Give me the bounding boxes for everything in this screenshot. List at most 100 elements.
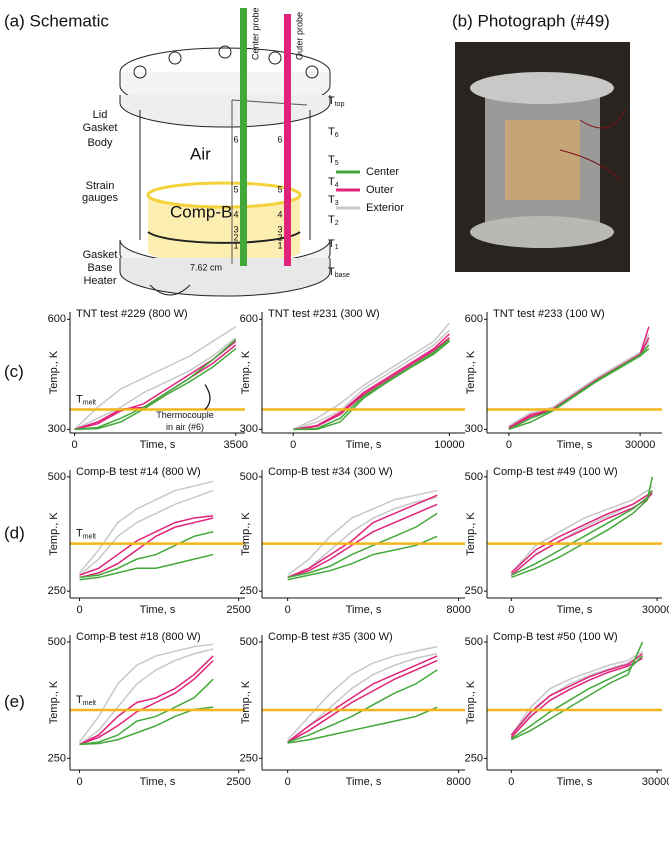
y-tick-label: 250 bbox=[240, 752, 258, 764]
series-line bbox=[74, 326, 237, 430]
series-line bbox=[287, 503, 438, 579]
chart: 250 500 0 8000 Time, s Temp., K Comp-B test #3… bbox=[240, 466, 471, 616]
series-line bbox=[79, 514, 214, 576]
legend-label: Exterior bbox=[366, 202, 404, 214]
y-tick-label: 250 bbox=[465, 585, 483, 597]
series-line bbox=[510, 490, 653, 576]
series-line bbox=[510, 485, 653, 574]
y-tick-label: 250 bbox=[48, 585, 66, 597]
series-line bbox=[78, 480, 214, 574]
y-tick-label: 300 bbox=[465, 423, 483, 435]
series-line bbox=[292, 322, 450, 431]
series-line bbox=[79, 489, 214, 576]
y-axis-label: Temp., K bbox=[465, 350, 477, 394]
probe-number: 3 bbox=[277, 224, 282, 234]
x-axis-label: Time, s bbox=[346, 439, 382, 451]
temp-label: T4 bbox=[328, 176, 339, 189]
x-axis-label: Time, s bbox=[140, 604, 176, 616]
center-probe-rod bbox=[240, 8, 247, 266]
center-probe-label: Center probe bbox=[250, 7, 260, 60]
y-tick-label: 500 bbox=[240, 471, 258, 483]
x-axis-label: Time, s bbox=[557, 439, 593, 451]
x-tick-label: 0 bbox=[76, 776, 82, 788]
x-tick-label: 8000 bbox=[446, 776, 470, 788]
part-label: Body bbox=[87, 137, 113, 149]
x-axis-label: Time, s bbox=[346, 776, 382, 788]
y-tick-label: 600 bbox=[48, 313, 66, 325]
row-label: (e) bbox=[4, 692, 25, 711]
temp-label-base: T bbox=[328, 266, 335, 278]
chart: Tmelt 300 600 0 3500 Time, s Temp., K TNT test … bbox=[48, 308, 248, 451]
probe-number: 5 bbox=[277, 184, 282, 194]
y-axis-label: Temp., K bbox=[465, 680, 477, 724]
series-line bbox=[511, 476, 654, 579]
x-tick-label: 0 bbox=[76, 604, 82, 616]
x-tick-label: 0 bbox=[285, 604, 291, 616]
x-tick-label: 30000 bbox=[642, 604, 669, 616]
temp-label-sub: 4 bbox=[335, 182, 339, 189]
chart: 300 600 0 30000 Time, s Temp., K TNT test #233… bbox=[465, 308, 662, 451]
melt-label-base: T bbox=[76, 528, 83, 540]
annotation: in air (#6) bbox=[166, 422, 204, 432]
chart: 300 600 0 10000 Time, s Temp., K TNT test #231… bbox=[240, 308, 465, 451]
row-label: (c) bbox=[4, 362, 24, 381]
y-axis-label: Temp., K bbox=[48, 680, 60, 724]
y-tick-label: 600 bbox=[240, 313, 258, 325]
x-axis-label: Time, s bbox=[140, 776, 176, 788]
chart: Tmelt 250 500 0 2500 Time, s Temp., K Comp-B te… bbox=[48, 466, 251, 616]
x-axis-label: Time, s bbox=[557, 604, 593, 616]
series-line bbox=[287, 645, 438, 741]
x-tick-label: 8000 bbox=[446, 604, 470, 616]
schematic bbox=[119, 45, 331, 297]
part-label: Lid bbox=[93, 109, 108, 121]
chart-title: Comp-B test #14 (800 W) bbox=[76, 466, 201, 478]
chart-title: TNT test #229 (800 W) bbox=[76, 308, 188, 320]
melt-label-sub: melt bbox=[83, 400, 96, 407]
temp-label-base: T bbox=[328, 154, 335, 166]
melt-label-sub: melt bbox=[83, 534, 96, 541]
series-line bbox=[79, 648, 214, 746]
probe-number: 3 bbox=[233, 224, 238, 234]
y-axis-label: Temp., K bbox=[240, 512, 252, 556]
probe-number: 2 bbox=[233, 232, 238, 242]
series-line bbox=[510, 492, 653, 576]
chart-title: TNT test #231 (300 W) bbox=[268, 308, 380, 320]
x-axis-label: Time, s bbox=[557, 776, 593, 788]
part-label: gauges bbox=[82, 192, 119, 204]
series-line bbox=[287, 706, 438, 744]
annotation-arrow bbox=[204, 384, 211, 410]
series-line bbox=[510, 490, 653, 576]
series-line bbox=[287, 512, 438, 579]
temp-label: T3 bbox=[328, 194, 339, 207]
series-line bbox=[293, 338, 450, 431]
x-tick-label: 2500 bbox=[226, 604, 250, 616]
fill-label: Comp-B bbox=[170, 202, 232, 221]
melt-label: Tmelt bbox=[76, 694, 96, 707]
temp-label-base: T bbox=[328, 238, 335, 250]
legend-label: Center bbox=[366, 166, 399, 178]
y-tick-label: 250 bbox=[48, 752, 66, 764]
temp-label: Tbase bbox=[328, 266, 350, 279]
series-line bbox=[510, 650, 643, 736]
chart: 250 500 0 30000 Time, s Temp., K Comp-B test #… bbox=[465, 631, 669, 788]
outer-probe-rod bbox=[284, 14, 291, 266]
series-line bbox=[74, 337, 237, 431]
series-line bbox=[508, 326, 650, 429]
chart: Tmelt 250 500 0 2500 Time, s Temp., K Comp-B te… bbox=[48, 631, 251, 788]
y-tick-label: 600 bbox=[465, 313, 483, 325]
series-line bbox=[510, 490, 653, 574]
x-tick-label: 2500 bbox=[226, 776, 250, 788]
temp-label-base: T bbox=[328, 176, 335, 188]
y-tick-label: 500 bbox=[240, 636, 258, 648]
melt-label-base: T bbox=[76, 393, 83, 405]
photograph bbox=[455, 42, 630, 272]
series-line bbox=[78, 643, 214, 743]
probe-number: 1 bbox=[277, 240, 282, 250]
series-line bbox=[287, 535, 438, 581]
series-line bbox=[79, 530, 214, 579]
x-axis-label: Time, s bbox=[346, 604, 382, 616]
part-label: Strain bbox=[86, 180, 115, 192]
part-label: Gasket bbox=[83, 249, 118, 261]
probe-number: 6 bbox=[277, 134, 282, 144]
